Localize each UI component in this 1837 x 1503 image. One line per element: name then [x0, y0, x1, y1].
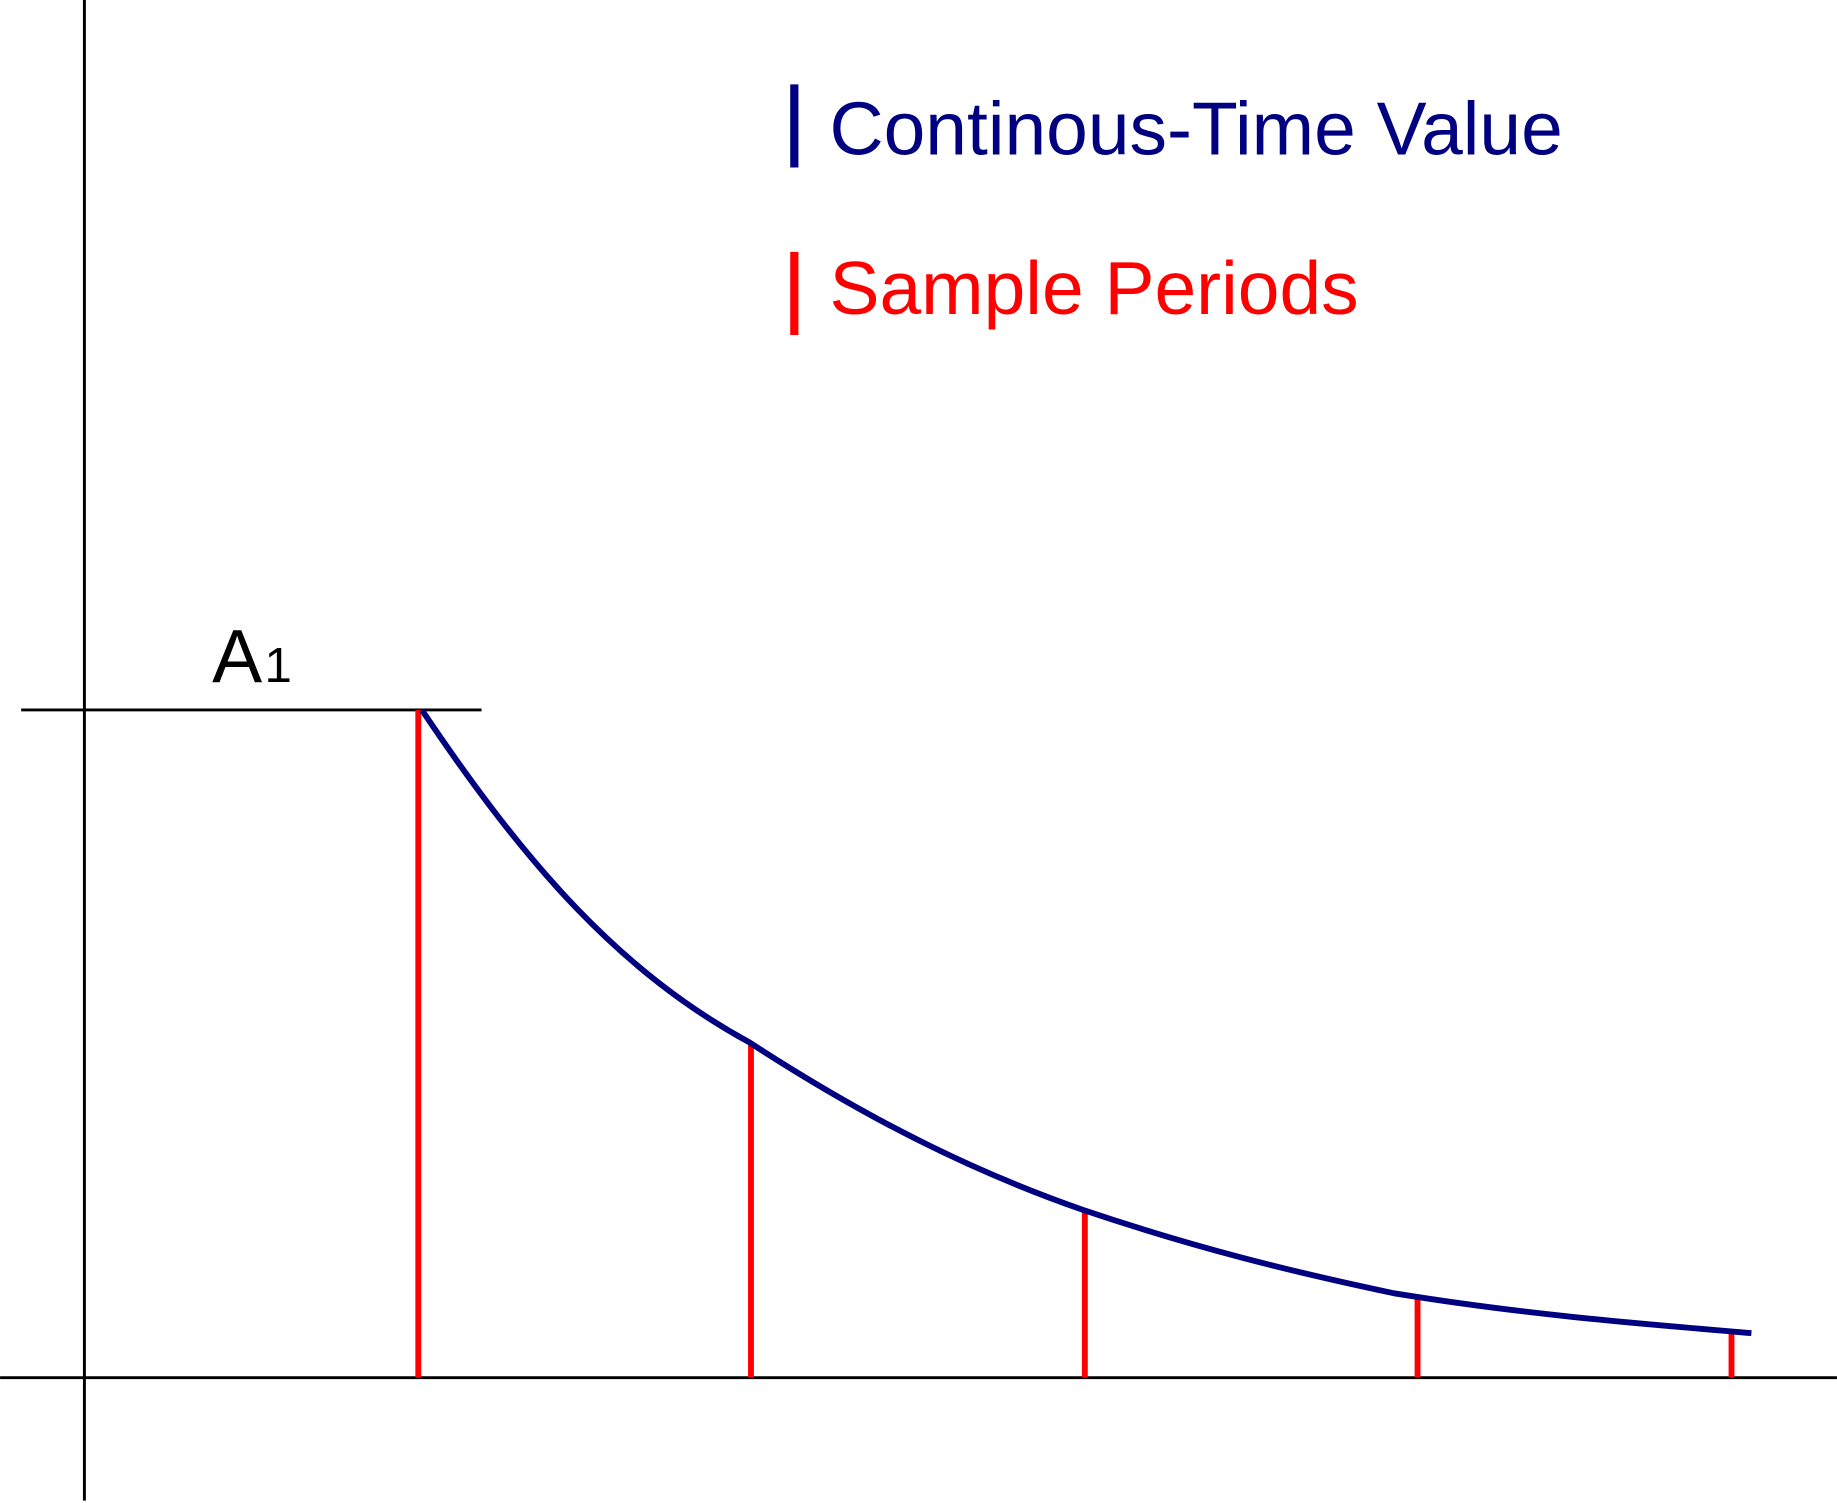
sample-stems	[415, 709, 1735, 1378]
level-label: A1	[212, 614, 292, 698]
legend-label: Continous-Time Value	[829, 87, 1562, 171]
legend-label: Sample Periods	[829, 246, 1358, 330]
continuous-curve	[419, 708, 1752, 1337]
level-label-main: A	[212, 614, 262, 698]
level-label-subscript: 1	[264, 638, 291, 693]
